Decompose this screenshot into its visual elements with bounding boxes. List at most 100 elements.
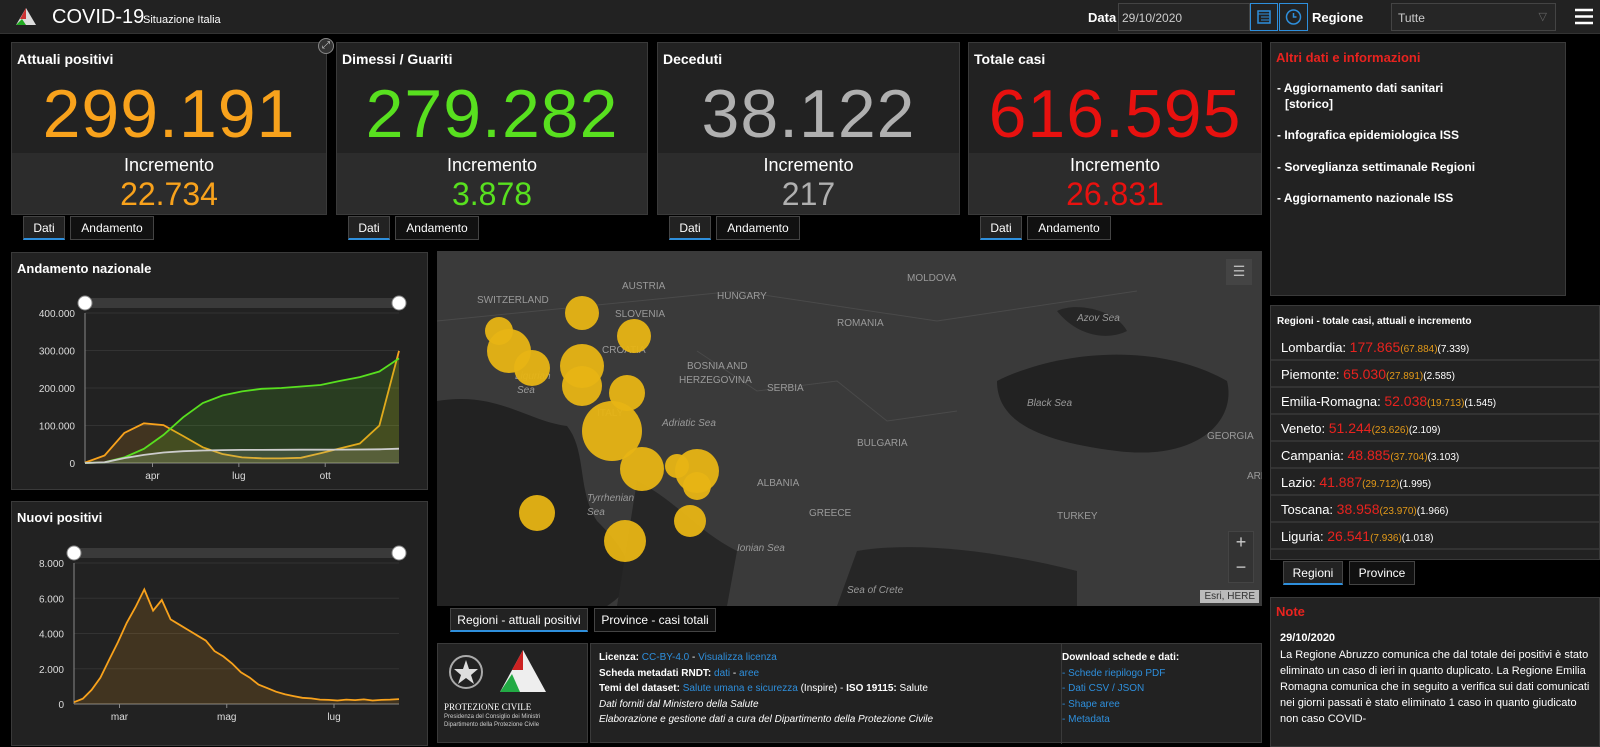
region-row[interactable]: Toscana: 38.958(23.970)(1.966): [1271, 496, 1599, 523]
fullscreen-icon[interactable]: ⤢: [318, 38, 334, 54]
calendar-icon: [1257, 10, 1271, 24]
region-name: Campania:: [1281, 448, 1344, 463]
info-link-sorveglianza[interactable]: - Sorveglianza settimanale Regioni: [1277, 160, 1476, 174]
region-row[interactable]: Emilia-Romagna: 52.038(19.713)(1.545): [1271, 388, 1599, 415]
note-text: La Regione Abruzzo comunica che dal tota…: [1280, 649, 1590, 725]
andamento-chart[interactable]: 0 100.000 200.000 300.000 400.000 apr lug ott: [12, 253, 429, 491]
region-bubble[interactable]: [617, 319, 651, 353]
region-row[interactable]: Lazio: 41.887(29.712)(1.995): [1271, 469, 1599, 496]
card-label: Dimessi / Guariti: [342, 51, 453, 67]
series-line[interactable]: [84, 350, 400, 464]
salute-link[interactable]: Salute umana e sicurezza: [682, 683, 798, 694]
info-link-storico[interactable]: [storico]: [1285, 97, 1333, 111]
download-metadata-link[interactable]: - Metadata: [1062, 714, 1110, 725]
regions-list[interactable]: Lombardia: 177.865(67.884)(7.339) Piemont…: [1271, 334, 1599, 550]
dati-link[interactable]: dati: [714, 667, 731, 679]
cc-link[interactable]: CC-BY-4.0: [641, 652, 690, 663]
region-bubble[interactable]: [562, 366, 602, 406]
region-bubble[interactable]: [519, 495, 555, 531]
download-csv-link[interactable]: - Dati CSV / JSON: [1062, 683, 1145, 694]
tab-province[interactable]: Province: [1349, 561, 1415, 585]
date-input[interactable]: 29/10/2020: [1118, 3, 1250, 31]
card-value: 616.595: [988, 76, 1242, 152]
card-increment-label: Incremento: [446, 155, 538, 175]
region-bubble[interactable]: [582, 401, 642, 461]
tab-regioni-attuali-positivi[interactable]: Regioni - attuali positivi: [450, 608, 588, 632]
map-canvas[interactable]: AUSTRIA HUNGARY MOLDOVA SWITZERLAND SLOVENIA…: [437, 251, 1262, 606]
download-pdf-link[interactable]: - Schede riepilogo PDF: [1062, 667, 1166, 679]
series-line[interactable]: [84, 447, 400, 464]
region-active: (37.704): [1390, 452, 1428, 463]
nuovi-positivi-chart-panel: Nuovi positivi 0 2.000 4.000 6.000 8.000 mar m…: [11, 501, 428, 746]
range-slider-handle[interactable]: [391, 545, 407, 561]
info-link-infografica[interactable]: - Infografica epidemiologica ISS: [1277, 128, 1460, 142]
series-line[interactable]: [73, 587, 400, 704]
region-increment: (7.339): [1437, 344, 1470, 355]
tab-andamento[interactable]: Andamento: [70, 216, 154, 240]
region-bubble[interactable]: [683, 472, 711, 500]
y-tick-label: 0: [69, 459, 75, 470]
region-select-value: Tutte: [1398, 11, 1425, 25]
region-select[interactable]: Tutte ▽: [1391, 3, 1556, 31]
region-bubble[interactable]: [665, 454, 689, 478]
region-active: (23.970): [1379, 506, 1417, 517]
info-panel: Altri dati e informazioni - Aggiornament…: [1270, 42, 1566, 296]
range-slider-handle[interactable]: [77, 295, 93, 311]
map-attribution[interactable]: Esri, HERE: [1200, 590, 1259, 603]
region-row[interactable]: Liguria: 26.541(7.936)(1.018): [1271, 523, 1599, 550]
region-active: (7.936): [1370, 533, 1402, 544]
region-bubble[interactable]: [674, 505, 706, 537]
region-bubble[interactable]: [565, 296, 599, 330]
legend-list-icon[interactable]: ☰: [1226, 259, 1252, 285]
region-increment: (1.545): [1464, 398, 1497, 409]
iso-value: Salute: [896, 683, 928, 694]
range-slider-handle[interactable]: [391, 295, 407, 311]
map-label: SERBIA: [767, 383, 804, 394]
region-bubble[interactable]: [604, 520, 646, 562]
region-row[interactable]: Campania: 48.885(37.704)(3.103): [1271, 442, 1599, 469]
tab-andamento[interactable]: Andamento: [716, 216, 800, 240]
andamento-chart-title: Andamento nazionale: [17, 261, 152, 276]
tab-dati[interactable]: Dati: [669, 216, 711, 240]
info-link-iss[interactable]: - Aggiornamento nazionale ISS: [1277, 191, 1454, 205]
time-button[interactable]: [1279, 3, 1308, 31]
tab-andamento[interactable]: Andamento: [1027, 216, 1111, 240]
inspire-text: (Inspire) -: [797, 683, 847, 694]
map[interactable]: AUSTRIA HUNGARY MOLDOVA SWITZERLAND SLOVENIA…: [437, 251, 1262, 606]
zoom-out-button[interactable]: −: [1235, 557, 1247, 577]
region-row[interactable]: Lombardia: 177.865(67.884)(7.339): [1271, 334, 1599, 361]
card-value: 299.191: [42, 76, 296, 152]
zoom-in-button[interactable]: +: [1235, 532, 1247, 552]
region-bubble[interactable]: [514, 350, 550, 386]
region-increment: (1.018): [1401, 533, 1434, 544]
region-name: Toscana:: [1281, 502, 1334, 517]
calendar-button[interactable]: [1250, 3, 1278, 31]
nuovi-positivi-chart[interactable]: 0 2.000 4.000 6.000 8.000 mar mag lug: [12, 502, 429, 747]
tab-province-casi-totali[interactable]: Province - casi totali: [594, 608, 716, 632]
menu-button[interactable]: [1575, 8, 1593, 25]
region-bubble[interactable]: [620, 447, 664, 491]
tab-regioni[interactable]: Regioni: [1283, 561, 1343, 585]
tab-dati[interactable]: Dati: [348, 216, 390, 240]
tab-andamento[interactable]: Andamento: [395, 216, 479, 240]
range-slider-track[interactable]: [85, 298, 399, 308]
tab-dati[interactable]: Dati: [23, 216, 65, 240]
licenza-link[interactable]: Visualizza licenza: [698, 652, 777, 663]
y-tick-label: 400.000: [39, 309, 76, 320]
italian-emblem-icon: [449, 655, 483, 689]
series-line[interactable]: [84, 357, 400, 464]
info-link-sanitari[interactable]: - Aggiornamento dati sanitari: [1277, 81, 1444, 95]
range-slider-handle[interactable]: [66, 545, 82, 561]
region-name: Veneto:: [1281, 421, 1326, 436]
regions-panel: Regioni - totale casi, attuali e increme…: [1270, 305, 1600, 560]
aree-link[interactable]: aree: [739, 667, 760, 679]
y-tick-label: 8.000: [39, 559, 64, 570]
download-shape-link[interactable]: - Shape aree: [1062, 698, 1120, 710]
tab-dati[interactable]: Dati: [980, 216, 1022, 240]
map-label: GEORGIA: [1207, 431, 1254, 442]
region-row[interactable]: Veneto: 51.244(23.626)(2.109): [1271, 415, 1599, 442]
region-row[interactable]: Piemonte: 65.030(27.891)(2.585): [1271, 361, 1599, 388]
range-slider-track[interactable]: [74, 548, 399, 558]
protezione-civile-logo-icon: [500, 650, 546, 692]
y-tick-label: 200.000: [39, 384, 76, 395]
